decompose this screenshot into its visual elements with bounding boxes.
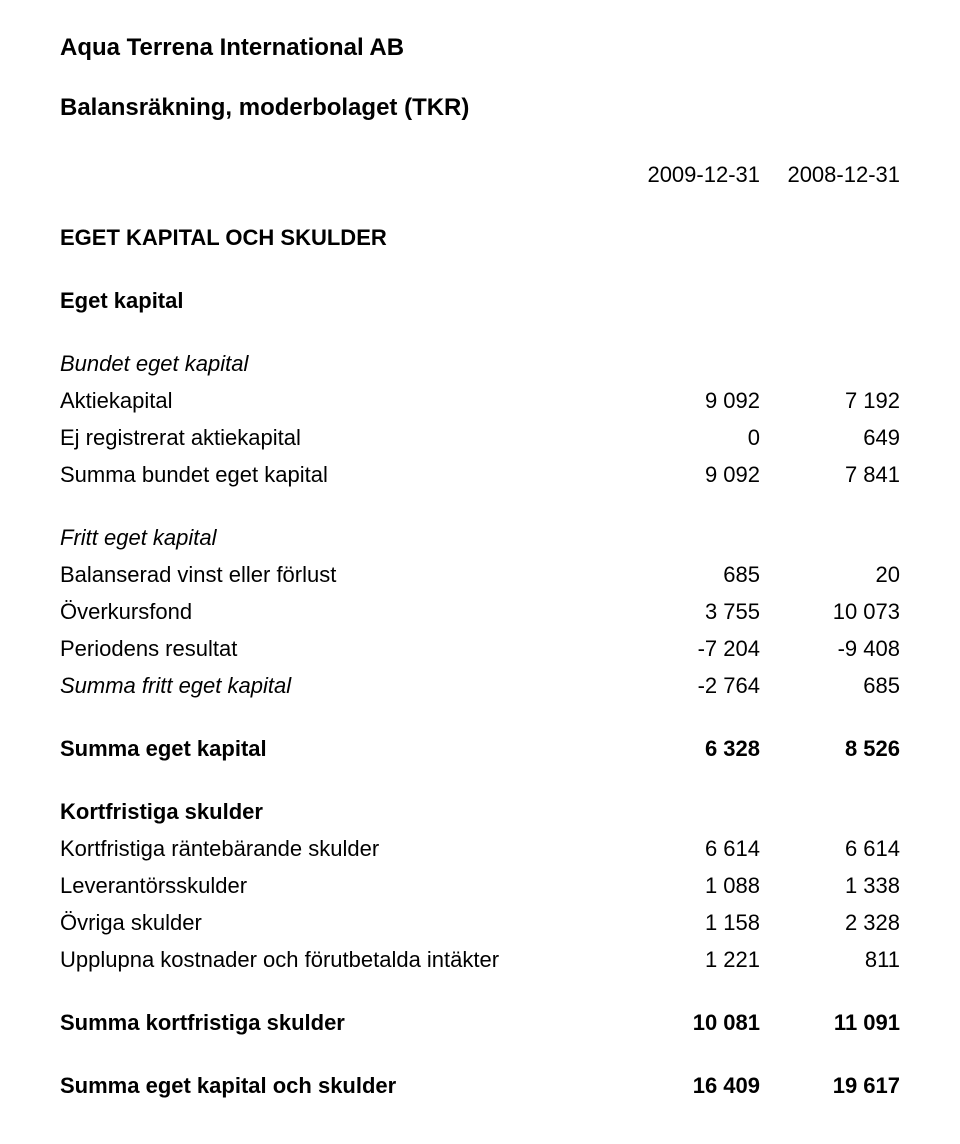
table-row: Periodens resultat -7 204 -9 408 [60,630,900,667]
eget-kapital-heading: Eget kapital [60,282,620,319]
row-value-b: 1 338 [760,867,900,904]
table-row: Leverantörsskulder 1 088 1 338 [60,867,900,904]
row-label: Ej registrerat aktiekapital [60,419,620,456]
company-name: Aqua Terrena International AB [60,30,900,66]
row-value-a: 1 221 [620,941,760,978]
period-header-row: 2009-12-31 2008-12-31 [60,156,900,193]
row-label: Summa eget kapital [60,730,620,767]
row-value-a: 685 [620,556,760,593]
row-value-b: 649 [760,419,900,456]
row-value-b: 8 526 [760,730,900,767]
row-label: Övriga skulder [60,904,620,941]
row-label: Periodens resultat [60,630,620,667]
row-label: Aktiekapital [60,382,620,419]
eget-kapital-heading-row: Eget kapital [60,282,900,319]
table-row: Balanserad vinst eller förlust 685 20 [60,556,900,593]
table-row: Aktiekapital 9 092 7 192 [60,382,900,419]
table-row: Kortfristiga räntebärande skulder 6 614 … [60,830,900,867]
row-value-a: -7 204 [620,630,760,667]
row-value-a: 9 092 [620,456,760,493]
row-value-a: 10 081 [620,1004,760,1041]
summa-eget-row: Summa eget kapital 6 328 8 526 [60,730,900,767]
table-row: Övriga skulder 1 158 2 328 [60,904,900,941]
summa-kort-row: Summa kortfristiga skulder 10 081 11 091 [60,1004,900,1041]
row-value-a: 6 328 [620,730,760,767]
kortfristiga-heading-row: Kortfristiga skulder [60,793,900,830]
row-value-b: 10 073 [760,593,900,630]
row-value-b: 20 [760,556,900,593]
row-label: Kortfristiga räntebärande skulder [60,830,620,867]
summa-total-row: Summa eget kapital och skulder 16 409 19… [60,1067,900,1104]
row-value-b: 19 617 [760,1067,900,1104]
bundet-heading: Bundet eget kapital [60,345,620,382]
row-value-a: 9 092 [620,382,760,419]
row-value-a: 3 755 [620,593,760,630]
row-label: Summa bundet eget kapital [60,456,620,493]
row-label: Balanserad vinst eller förlust [60,556,620,593]
row-value-a: 0 [620,419,760,456]
table-row: Summa fritt eget kapital -2 764 685 [60,667,900,704]
period-a: 2009-12-31 [620,156,760,193]
bundet-heading-row: Bundet eget kapital [60,345,900,382]
table-row: Summa bundet eget kapital 9 092 7 841 [60,456,900,493]
row-value-b: 811 [760,941,900,978]
main-heading: EGET KAPITAL OCH SKULDER [60,219,620,256]
row-label: Upplupna kostnader och förutbetalda intä… [60,941,620,978]
table-row: Överkursfond 3 755 10 073 [60,593,900,630]
row-value-a: -2 764 [620,667,760,704]
fritt-heading: Fritt eget kapital [60,519,620,556]
main-heading-row: EGET KAPITAL OCH SKULDER [60,219,900,256]
row-value-b: 11 091 [760,1004,900,1041]
row-label: Leverantörsskulder [60,867,620,904]
fritt-heading-row: Fritt eget kapital [60,519,900,556]
table-row: Upplupna kostnader och förutbetalda intä… [60,941,900,978]
row-value-b: 7 841 [760,456,900,493]
row-value-a: 1 088 [620,867,760,904]
row-label: Summa kortfristiga skulder [60,1004,620,1041]
row-value-b: -9 408 [760,630,900,667]
row-value-b: 685 [760,667,900,704]
row-label: Summa eget kapital och skulder [60,1067,620,1104]
row-value-a: 1 158 [620,904,760,941]
row-value-a: 6 614 [620,830,760,867]
balance-sheet-table: 2009-12-31 2008-12-31 EGET KAPITAL OCH S… [60,156,900,1104]
table-row: Ej registrerat aktiekapital 0 649 [60,419,900,456]
row-value-b: 2 328 [760,904,900,941]
row-label: Summa fritt eget kapital [60,667,620,704]
kortfristiga-heading: Kortfristiga skulder [60,793,620,830]
row-label: Överkursfond [60,593,620,630]
period-b: 2008-12-31 [760,156,900,193]
row-value-a: 16 409 [620,1067,760,1104]
report-title: Balansräkning, moderbolaget (TKR) [60,90,900,126]
row-value-b: 7 192 [760,382,900,419]
row-value-b: 6 614 [760,830,900,867]
